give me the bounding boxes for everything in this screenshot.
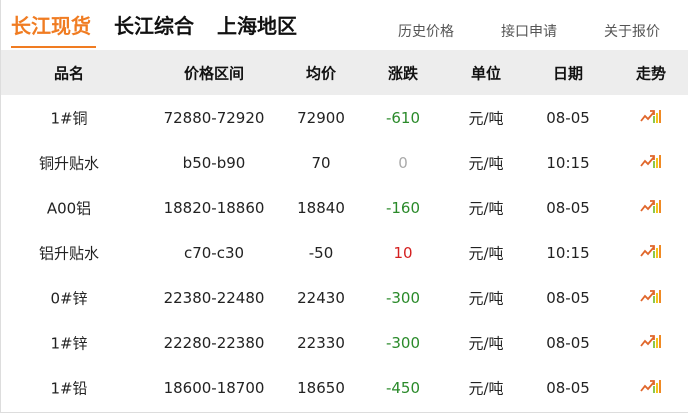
cell-avg: 70 [311, 153, 331, 172]
trend-chart-icon[interactable] [640, 244, 662, 262]
cell-unit: 元/吨 [468, 199, 504, 217]
trend-chart-icon[interactable] [640, 109, 662, 127]
cell-range: c70-c30 [183, 243, 245, 262]
cell-avg: -50 [308, 243, 334, 262]
cell-range: 18600-18700 [163, 378, 265, 397]
active-tab-indicator [11, 46, 96, 48]
cell-date: 08-05 [546, 378, 590, 397]
cell-name: 1#锌 [50, 334, 88, 352]
table-row[interactable]: 0#锌 22380-22480 22430 -300 元/吨 08-05 [1, 275, 688, 320]
history-price-link[interactable]: 历史价格 [398, 24, 454, 40]
column-header: 价格区间 [183, 64, 245, 82]
cell-date: 08-05 [546, 288, 590, 307]
cell-range: 18820-18860 [163, 198, 265, 217]
cell-avg: 22330 [297, 333, 345, 352]
cell-unit: 元/吨 [468, 379, 504, 397]
trend-chart-icon[interactable] [640, 154, 662, 172]
cell-change: -300 [385, 333, 421, 352]
cell-date: 08-05 [546, 333, 590, 352]
cell-name: 铝升贴水 [38, 244, 100, 262]
about-quote-link[interactable]: 关于报价 [604, 24, 660, 40]
cell-date: 10:15 [546, 153, 590, 172]
cell-range: 22280-22380 [163, 333, 265, 352]
table-row[interactable]: 铝升贴水 c70-c30 -50 10 元/吨 10:15 [1, 230, 688, 275]
table-row[interactable]: 1#铅 18600-18700 18650 -450 元/吨 08-05 [1, 365, 688, 410]
tab-shanghai[interactable]: 上海地区 [217, 14, 297, 38]
table-row[interactable]: 1#铜 72880-72920 72900 -610 元/吨 08-05 [1, 95, 688, 140]
cell-unit: 元/吨 [468, 109, 504, 127]
column-header: 涨跌 [387, 64, 419, 82]
trend-chart-icon[interactable] [640, 289, 662, 307]
cell-avg: 72900 [297, 108, 345, 127]
cell-name: 1#铜 [50, 109, 88, 127]
cell-change: 10 [393, 243, 413, 262]
tab-changjiang-spot[interactable]: 长江现货 [11, 14, 91, 38]
trend-chart-icon[interactable] [640, 334, 662, 352]
cell-change: -610 [385, 108, 421, 127]
table-row[interactable]: A00铝 18820-18860 18840 -160 元/吨 08-05 [1, 185, 688, 230]
api-apply-link[interactable]: 接口申请 [501, 24, 557, 40]
cell-unit: 元/吨 [468, 244, 504, 262]
cell-avg: 18840 [297, 198, 345, 217]
cell-date: 08-05 [546, 108, 590, 127]
table-header: 品名 价格区间 均价 涨跌 单位 日期 走势 [1, 50, 688, 95]
table-row[interactable]: 铜升贴水 b50-b90 70 0 元/吨 10:15 [1, 140, 688, 185]
cell-date: 08-05 [546, 198, 590, 217]
cell-unit: 元/吨 [468, 289, 504, 307]
cell-change: -300 [385, 288, 421, 307]
cell-avg: 18650 [297, 378, 345, 397]
cell-range: b50-b90 [182, 153, 246, 172]
cell-name: 铜升贴水 [38, 154, 100, 172]
cell-range: 22380-22480 [163, 288, 265, 307]
cell-change: 0 [398, 153, 408, 172]
column-header: 单位 [470, 64, 502, 82]
trend-chart-icon[interactable] [640, 379, 662, 397]
column-header: 日期 [552, 64, 584, 82]
table-body: 1#铜 72880-72920 72900 -610 元/吨 08-05 铜升贴水 b50-b… [1, 95, 688, 410]
column-header: 走势 [635, 64, 667, 82]
cell-avg: 22430 [297, 288, 345, 307]
column-header: 均价 [305, 64, 337, 82]
cell-change: -450 [385, 378, 421, 397]
cell-name: 1#铅 [50, 379, 88, 397]
table-row[interactable]: 1#锌 22280-22380 22330 -300 元/吨 08-05 [1, 320, 688, 365]
cell-range: 72880-72920 [163, 108, 265, 127]
trend-chart-icon[interactable] [640, 199, 662, 217]
cell-unit: 元/吨 [468, 154, 504, 172]
cell-change: -160 [385, 198, 421, 217]
tab-bar: 长江现货 长江综合 上海地区 历史价格 接口申请 关于报价 [1, 0, 688, 50]
tab-changjiang-composite[interactable]: 长江综合 [114, 14, 194, 38]
column-header: 品名 [53, 64, 85, 82]
cell-unit: 元/吨 [468, 334, 504, 352]
cell-name: A00铝 [46, 199, 92, 217]
cell-date: 10:15 [546, 243, 590, 262]
cell-name: 0#锌 [50, 289, 88, 307]
